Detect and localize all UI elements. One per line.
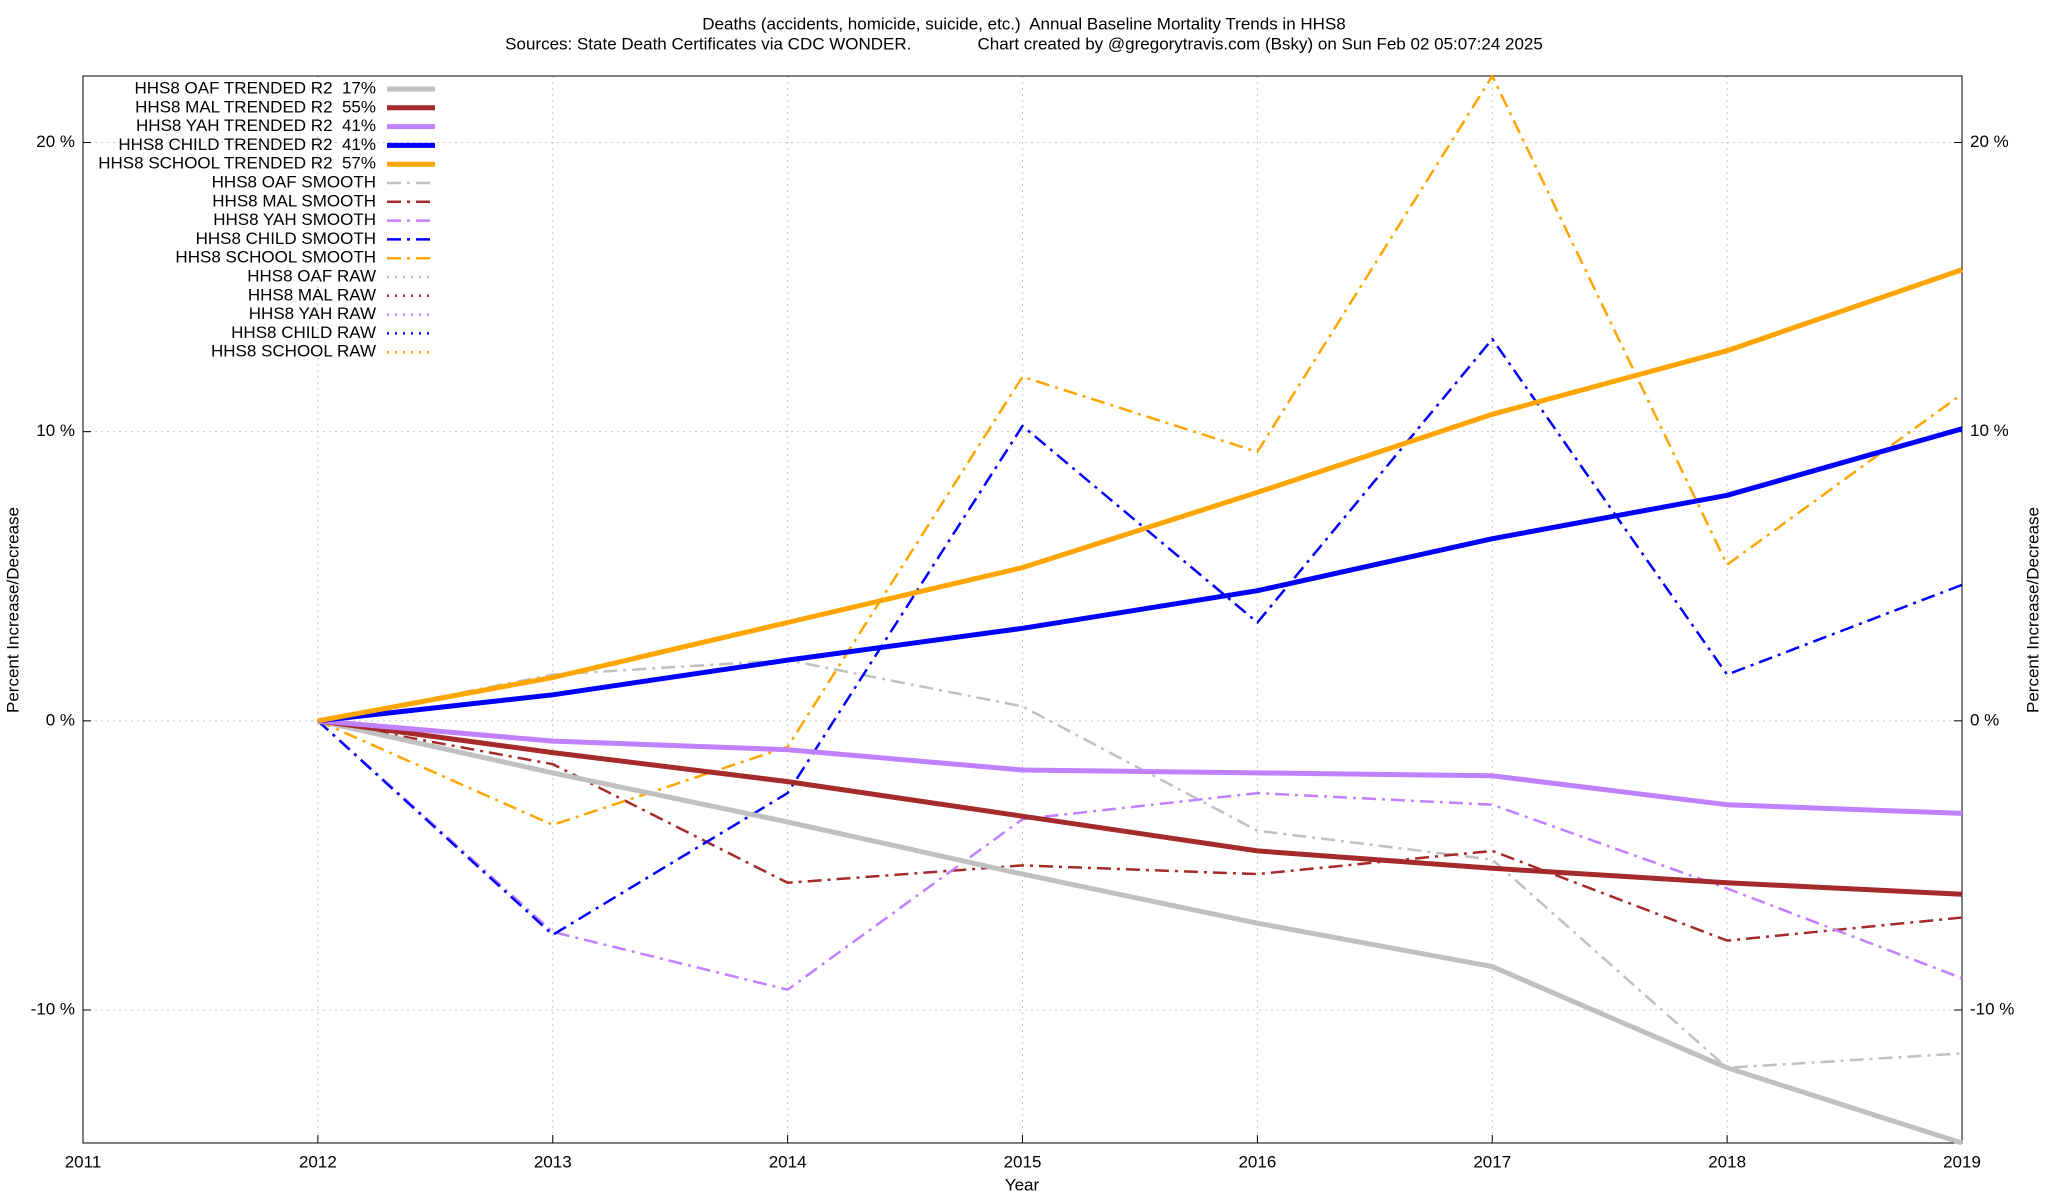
chart-subtitle: Sources: State Death Certificates via CD… (505, 34, 1543, 53)
x-tick-label: 2012 (299, 1152, 337, 1171)
series-line (317, 337, 1963, 937)
y2-tick-label: -10 % (1970, 999, 2014, 1018)
legend-label: HHS8 MAL SMOOTH (212, 191, 376, 210)
series-line (317, 658, 1963, 1070)
series-line (317, 718, 1963, 1146)
y2-tick-label: 0 % (1970, 710, 1999, 729)
legend-label: HHS8 CHILD SMOOTH (196, 229, 376, 248)
x-tick-label: 2017 (1473, 1152, 1511, 1171)
x-axis-label: Year (1005, 1175, 1040, 1194)
y-tick-label: 20 % (36, 132, 75, 151)
legend-label: HHS8 YAH TRENDED R2 41% (136, 116, 376, 135)
x-tick-label: 2013 (534, 1152, 572, 1171)
plot-frame (82, 75, 1963, 1144)
y-tick-label: 0 % (46, 710, 75, 729)
series-line (317, 718, 1963, 897)
series-line (317, 267, 1963, 724)
legend-label: HHS8 CHILD RAW (231, 323, 376, 342)
y-tick-label: -10 % (31, 999, 75, 1018)
y2-axis-label: Percent Increase/Decrease (2023, 507, 2042, 713)
x-tick-label: 2014 (769, 1152, 807, 1171)
series-line (317, 74, 1963, 827)
x-tick-label: 2016 (1238, 1152, 1276, 1171)
legend-label: HHS8 SCHOOL RAW (211, 342, 376, 361)
x-tick-label: 2015 (1004, 1152, 1042, 1171)
legend-label: HHS8 SCHOOL TRENDED R2 57% (98, 154, 376, 173)
legend-label: HHS8 OAF TRENDED R2 17% (134, 78, 376, 97)
legend-label: HHS8 SCHOOL SMOOTH (175, 248, 376, 267)
legend-label: HHS8 YAH RAW (249, 304, 376, 323)
x-tick-label: 2011 (65, 1152, 102, 1171)
y-tick-label: 10 % (36, 421, 75, 440)
legend-label: HHS8 MAL TRENDED R2 55% (135, 97, 376, 116)
legend-label: HHS8 CHILD TRENDED R2 41% (118, 135, 376, 154)
legend-label: HHS8 OAF SMOOTH (212, 172, 376, 191)
series-line (317, 426, 1963, 724)
x-tick-label: 2018 (1708, 1152, 1746, 1171)
y2-tick-label: 10 % (1970, 421, 2009, 440)
series-line (317, 719, 1963, 942)
legend-label: HHS8 YAH SMOOTH (213, 210, 376, 229)
legend-label: HHS8 OAF RAW (247, 266, 376, 285)
series-line (317, 718, 1963, 816)
chart-title: Deaths (accidents, homicide, suicide, et… (702, 14, 1345, 33)
series-line (317, 719, 1963, 991)
x-tick-label: 2019 (1943, 1152, 1981, 1171)
legend-label: HHS8 MAL RAW (248, 285, 376, 304)
y-axis-label: Percent Increase/Decrease (3, 507, 22, 713)
y2-tick-label: 20 % (1970, 132, 2009, 151)
